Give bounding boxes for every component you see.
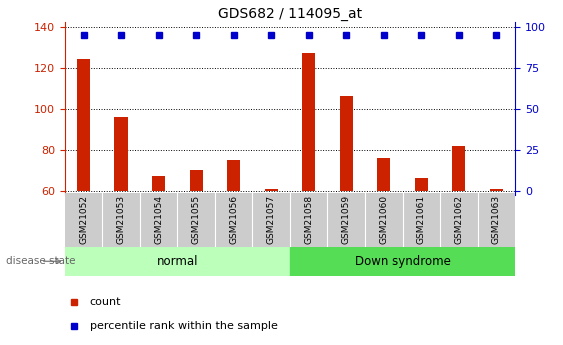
Text: GSM21054: GSM21054 [154, 195, 163, 245]
Bar [65, 193, 102, 247]
Text: GSM21057: GSM21057 [267, 195, 276, 245]
Bar [477, 193, 515, 247]
Text: percentile rank within the sample: percentile rank within the sample [90, 321, 278, 331]
Text: GSM21063: GSM21063 [492, 195, 501, 245]
Text: GSM21056: GSM21056 [229, 195, 238, 245]
Bar [403, 193, 440, 247]
Text: GSM21059: GSM21059 [342, 195, 351, 245]
Text: Down syndrome: Down syndrome [355, 255, 450, 268]
Text: GSM21060: GSM21060 [379, 195, 388, 245]
Bar [152, 176, 165, 191]
Text: GSM21055: GSM21055 [191, 195, 200, 245]
Title: GDS682 / 114095_at: GDS682 / 114095_at [218, 7, 362, 21]
Bar [377, 158, 390, 191]
Text: GSM21052: GSM21052 [79, 195, 88, 245]
Bar [290, 193, 328, 247]
Bar [140, 193, 177, 247]
Text: GSM21062: GSM21062 [454, 195, 463, 245]
Bar [452, 146, 466, 191]
Bar [440, 193, 477, 247]
Text: disease state: disease state [6, 256, 75, 266]
Bar [339, 96, 353, 191]
Bar [77, 59, 90, 191]
Text: GSM21058: GSM21058 [304, 195, 313, 245]
Bar [215, 193, 252, 247]
Bar [302, 53, 315, 191]
Bar [252, 193, 290, 247]
Bar [265, 189, 278, 191]
Bar [365, 193, 403, 247]
Bar [190, 170, 203, 191]
Bar [65, 247, 290, 276]
Bar [490, 189, 503, 191]
Bar [290, 247, 515, 276]
Bar [177, 193, 215, 247]
Text: count: count [90, 297, 121, 307]
Bar [227, 160, 240, 191]
Text: normal: normal [157, 255, 198, 268]
Text: GSM21053: GSM21053 [117, 195, 126, 245]
Bar [328, 193, 365, 247]
Bar [114, 117, 128, 191]
Bar [102, 193, 140, 247]
Bar [415, 178, 428, 191]
Text: GSM21061: GSM21061 [417, 195, 426, 245]
